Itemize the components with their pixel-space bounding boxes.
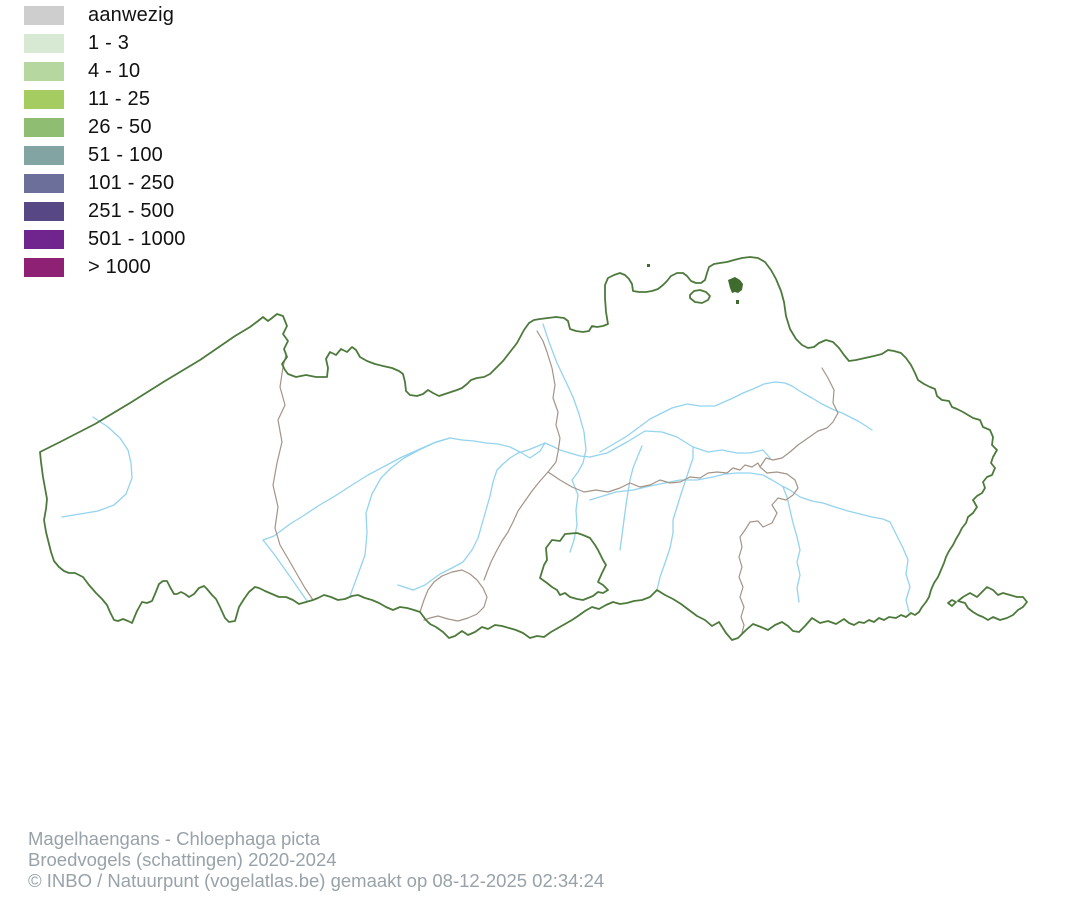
legend-label: aanwezig xyxy=(88,3,175,26)
legend-label: 11 - 25 xyxy=(88,87,151,110)
river-schelde-ghent-link xyxy=(449,437,591,459)
occupied-cell-speck xyxy=(647,264,650,267)
region-border-layer xyxy=(39,256,1028,641)
legend-color-swatch xyxy=(24,201,64,221)
legend-item: 51 - 100 xyxy=(24,141,186,169)
legend-label: 51 - 100 xyxy=(88,143,163,166)
river-zenne xyxy=(656,446,694,591)
legend-color-swatch xyxy=(24,257,64,277)
legend-color-swatch xyxy=(24,173,64,193)
river-schelde-upper xyxy=(349,437,451,597)
legend-label: 1 - 3 xyxy=(88,31,130,54)
legend-color-swatch xyxy=(24,89,64,109)
legend-color-swatch xyxy=(24,117,64,137)
river-leie xyxy=(262,437,451,602)
legend-item: aanwezig xyxy=(24,1,186,29)
border-west-east-flanders xyxy=(272,354,314,601)
legend-item: 251 - 500 xyxy=(24,197,186,225)
species-title: Magelhaengans - Chloephaga picta xyxy=(28,828,321,849)
legend-label: 501 - 1000 xyxy=(88,227,186,250)
small-border-piece xyxy=(947,599,957,607)
legend: aanwezig 1 - 3 4 - 10 11 - 25 26 - 50 51 - 10… xyxy=(24,1,186,281)
legend-label: 251 - 500 xyxy=(88,199,175,222)
river-dijle xyxy=(619,445,643,551)
legend-color-swatch xyxy=(24,61,64,81)
occupied-cells-layer xyxy=(647,264,743,304)
border-eastflanders-brabant xyxy=(483,471,549,581)
legend-item: 101 - 250 xyxy=(24,169,186,197)
legend-item: > 1000 xyxy=(24,253,186,281)
brussels-enclave-outline xyxy=(539,532,609,601)
legend-label: 26 - 50 xyxy=(88,115,152,138)
voeren-exclave-outline xyxy=(957,586,1028,621)
legend-label: 4 - 10 xyxy=(88,59,141,82)
border-eastflanders-antwerp xyxy=(536,330,561,473)
border-limburg xyxy=(738,367,839,634)
border-lasso-loop xyxy=(689,289,711,304)
survey-period: Broedvogels (schattingen) 2020-2024 xyxy=(28,849,337,870)
legend-item: 4 - 10 xyxy=(24,57,186,85)
river-dender xyxy=(397,442,546,591)
river-kleine-nete xyxy=(599,381,873,453)
river-grote-nete xyxy=(589,430,771,459)
legend-label: 101 - 250 xyxy=(88,171,175,194)
legend-color-swatch xyxy=(24,145,64,165)
border-antwerp-brabant xyxy=(547,462,761,493)
province-borders-layer xyxy=(272,330,839,634)
legend-item: 11 - 25 xyxy=(24,85,186,113)
legend-color-swatch xyxy=(24,229,64,249)
legend-item: 1 - 3 xyxy=(24,29,186,57)
border-ronse-loop xyxy=(419,569,488,622)
occupied-cell-blob xyxy=(728,277,743,293)
legend-label: > 1000 xyxy=(88,255,151,278)
river-ijzer xyxy=(61,416,133,518)
occupied-cell-speck xyxy=(736,300,739,304)
river-gete xyxy=(782,486,801,603)
flanders-outline xyxy=(39,256,998,641)
copyright-line: © INBO / Natuurpunt (vogelatlas.be) gema… xyxy=(28,870,605,891)
legend-color-swatch xyxy=(24,33,64,53)
river-demer xyxy=(589,472,911,613)
legend-color-swatch xyxy=(24,5,64,25)
legend-item: 501 - 1000 xyxy=(24,225,186,253)
rivers-layer xyxy=(61,323,911,613)
legend-item: 26 - 50 xyxy=(24,113,186,141)
map-caption: Magelhaengans - Chloephaga picta Broedvo… xyxy=(28,828,604,891)
